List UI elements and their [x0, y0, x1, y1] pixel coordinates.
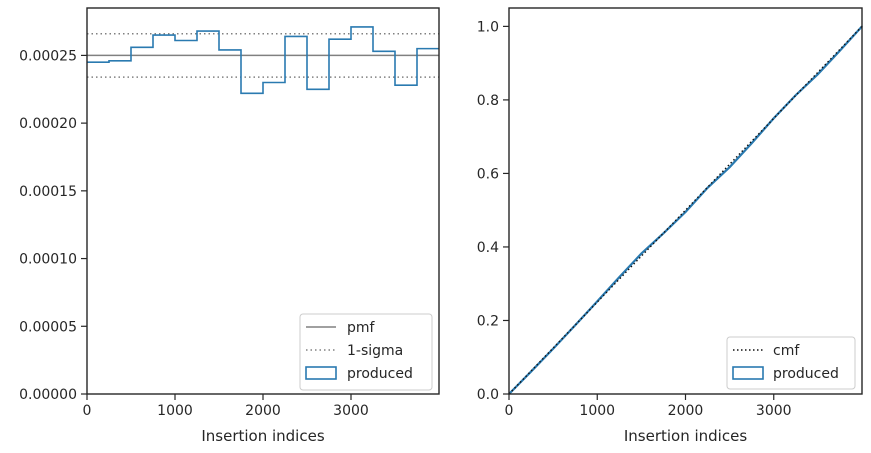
- y-tick-label: 0.00015: [19, 184, 77, 200]
- legend-produced-label: produced: [773, 366, 839, 382]
- legend-produced-swatch: [732, 366, 764, 380]
- x-tick-label: 1000: [157, 403, 193, 419]
- produced-point: [750, 142, 753, 145]
- legend-box: [299, 313, 433, 391]
- legend-produced-label: produced: [347, 366, 413, 382]
- produced-point: [662, 232, 665, 235]
- axes-frame: [86, 7, 440, 395]
- y-tick-label: 0.00005: [19, 319, 77, 335]
- produced-point: [552, 347, 554, 350]
- legend-cmf-label: cmf: [773, 343, 800, 359]
- legend-box: [726, 336, 856, 390]
- y-tick-label: 0.2: [477, 313, 499, 329]
- produced-point: [706, 186, 709, 189]
- produced-point: [772, 117, 775, 120]
- y-tick-label: 0.8: [477, 93, 499, 109]
- left-panel-histogram: 0 1000 2000 3000 0.00000 0.00005 0.00010 0.0001…: [19, 7, 440, 445]
- produced-point: [728, 166, 731, 168]
- y-tick-label: 0.00025: [19, 48, 77, 64]
- produced-point: [640, 252, 643, 255]
- x-tick-label: 0: [83, 403, 92, 419]
- x-axis-label: Insertion indices: [201, 427, 324, 445]
- axes-frame: [508, 7, 863, 395]
- y-tick-label: 0.00020: [19, 116, 77, 132]
- legend: cmf produced: [726, 336, 856, 390]
- x-tick-label: 1000: [579, 403, 615, 419]
- produced-point: [618, 276, 621, 278]
- produced-point: [574, 324, 576, 327]
- legend-sigma-label: 1-sigma: [347, 343, 403, 359]
- y-tick-label: 0.00010: [19, 252, 77, 268]
- legend: pmf 1-sigma produced: [299, 313, 433, 391]
- y-tick-label: 0.6: [477, 166, 499, 182]
- y-tick-label: 1.0: [477, 19, 499, 35]
- produced-point: [817, 73, 819, 75]
- x-tick-label: 2000: [245, 403, 281, 419]
- legend-pmf-label: pmf: [347, 320, 376, 336]
- x-axis-label: Insertion indices: [624, 427, 747, 445]
- produced-point: [795, 94, 797, 96]
- right-panel-cumulative: 0 1000 2000 3000 0.0 0.2 0.4 0.6 0.8 1.0 Insertion…: [477, 7, 863, 445]
- x-tick-label: 3000: [756, 403, 792, 419]
- x-tick-label: 3000: [333, 403, 369, 419]
- y-tick-label: 0.4: [477, 240, 499, 256]
- x-tick-label: 0: [505, 403, 514, 419]
- y-tick-label: 0.0: [477, 387, 499, 403]
- produced-point: [684, 211, 687, 213]
- legend-produced-swatch: [305, 366, 337, 380]
- x-tick-label: 2000: [668, 403, 704, 419]
- y-tick-label: 0.00000: [19, 387, 77, 403]
- produced-step-series: [87, 26, 439, 95]
- cmf-line: [508, 25, 863, 395]
